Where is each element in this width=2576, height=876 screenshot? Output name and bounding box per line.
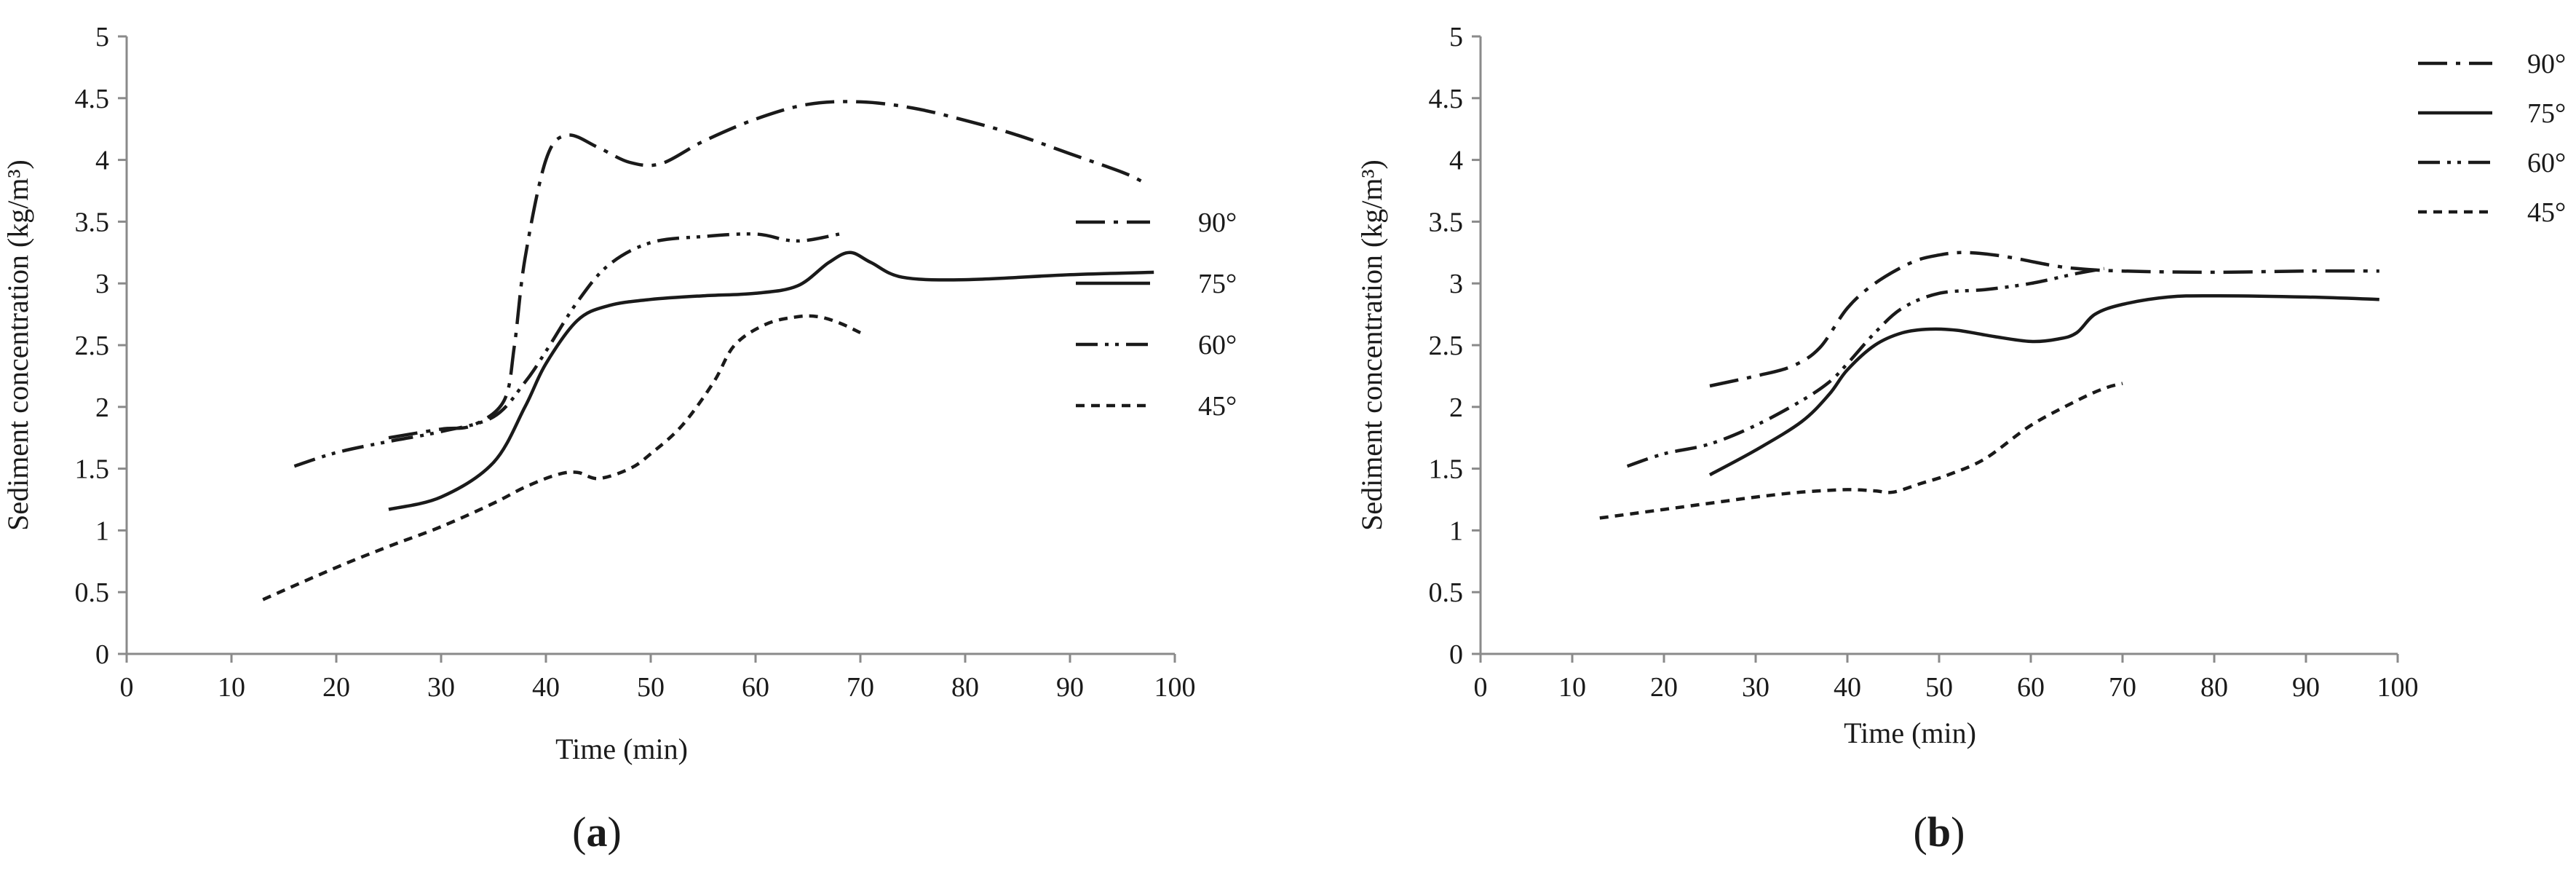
y-tick-label: 3.5 [75,207,110,237]
series-line-a-1 [388,250,1154,511]
y-tick-label: 4 [95,146,109,176]
legend-label: 60° [2527,148,2566,178]
x-tick-label: 50 [1925,672,1953,703]
legend-label: 90° [2527,49,2566,79]
x-tick-label: 60 [2017,672,2045,703]
x-tick-label: 100 [1154,672,1196,703]
x-tick-label: 80 [2200,672,2228,703]
series-line-a-3 [262,314,861,601]
y-tick-label: 3.5 [1429,207,1464,237]
x-tick-label: 100 [2377,672,2419,703]
y-tick-label: 0.5 [1429,577,1464,608]
panel-label-close: ) [1951,808,1965,856]
y-tick-label: 2.5 [1429,331,1464,361]
panel-label-open: ( [572,808,586,856]
x-tick-label: 30 [427,672,455,703]
x-tick-label: 60 [742,672,769,703]
x-tick-label: 90 [2292,672,2320,703]
x-tick-label: 90 [1056,672,1084,703]
y-tick-label: 1.5 [75,454,110,485]
y-tick-label: 3 [95,269,109,299]
y-axis-label: Sediment concentration (kg/m³) [1,159,34,531]
legend-label: 45° [2527,197,2566,228]
panel-label: (b) [1914,808,1965,856]
series-line-b-3 [1599,382,2123,520]
x-tick-label: 40 [1834,672,1861,703]
y-tick-label: 1 [1449,516,1463,546]
y-tick-label: 2 [95,392,109,423]
y-tick-label: 4.5 [1429,84,1464,114]
x-tick-label: 10 [1558,672,1586,703]
x-tick-label: 40 [532,672,560,703]
legend-label: 45° [1198,391,1237,422]
legend-label: 75° [2527,98,2566,129]
y-tick-label: 5 [95,22,109,52]
panel-label-open: ( [1914,808,1927,856]
series-line-b-0 [1709,250,2379,388]
y-tick-label: 2.5 [75,331,110,361]
x-tick-label: 0 [1474,672,1488,703]
chart-panel-a: 00.511.522.533.544.550 10 20 30 40 50 60 70 80 90… [1,22,1237,856]
y-tick-label: 5 [1449,22,1463,52]
y-tick-label: 1.5 [1429,454,1464,485]
y-axis-label: Sediment concentration (kg/m³) [1355,159,1388,531]
y-tick-label: 3 [1449,269,1463,299]
series-line-b-1 [1708,293,2379,477]
x-tick-label: 10 [218,672,245,703]
panel-label-close: ) [608,808,622,856]
x-tick-label: 20 [1650,672,1678,703]
series-line-a-0 [388,100,1144,440]
x-axis-label: Time (min) [555,733,688,765]
panel-label: (a) [572,808,622,856]
x-tick-label: 20 [322,672,350,703]
chart-panel-b: 00.511.522.533.544.550 10 20 30 40 50 60 70 80 90… [1355,22,2566,856]
series-line-b-2 [1626,267,2105,468]
y-tick-label: 0 [1449,639,1463,670]
y-tick-label: 0.5 [75,577,110,608]
panel-label-letter: b [1927,808,1951,856]
x-tick-label: 0 [120,672,134,703]
legend-label: 75° [1198,269,1237,299]
y-tick-label: 1 [95,516,109,546]
y-tick-label: 4.5 [75,84,110,114]
y-tick-label: 4 [1449,146,1463,176]
x-tick-label: 70 [847,672,874,703]
x-tick-label: 50 [637,672,665,703]
x-axis-label: Time (min) [1844,717,1976,749]
y-tick-label: 0 [95,639,109,670]
panel-label-letter: a [587,808,608,856]
x-tick-label: 80 [951,672,979,703]
series-line-a-2 [293,232,840,468]
x-tick-label: 30 [1742,672,1769,703]
x-tick-label: 70 [2109,672,2136,703]
legend-label: 90° [1198,208,1237,238]
legend-label: 60° [1198,330,1237,360]
y-tick-label: 2 [1449,392,1463,423]
